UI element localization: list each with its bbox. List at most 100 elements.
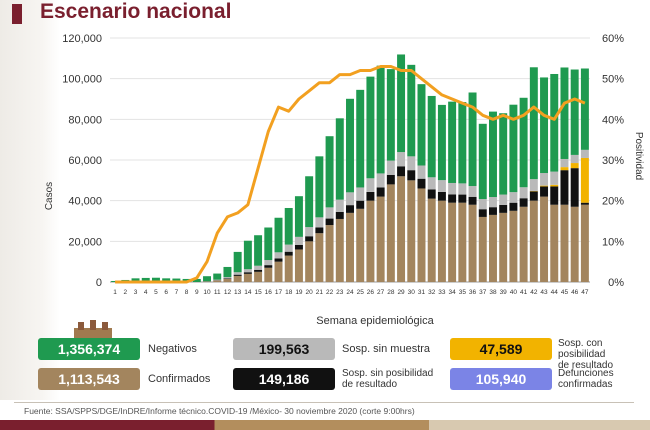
bar-sin_posibilidad — [376, 187, 385, 197]
x-tick-label: 46 — [571, 289, 579, 296]
bar-sin_posibilidad — [499, 204, 508, 213]
legend-defunciones-box: 105,940 — [450, 368, 552, 390]
bar-sin_posibilidad — [223, 278, 232, 279]
x-tick-label: 6 — [164, 289, 168, 296]
legend-sin-muestra-value: 199,563 — [258, 341, 310, 357]
x-tick-label: 13 — [234, 289, 242, 296]
x-tick-label: 45 — [561, 289, 569, 296]
y2-axis-label: Positividad — [633, 132, 644, 180]
bar-sin_muestra — [468, 186, 477, 197]
y-tick-label: 0 — [96, 277, 102, 289]
bar-sin_muestra — [386, 160, 395, 175]
page-title: Escenario nacional — [40, 0, 232, 23]
bar-sin_posibilidad — [478, 209, 487, 217]
bar-sin_posibilidad — [417, 178, 426, 189]
bar-sin_posibilidad — [366, 191, 375, 201]
x-tick-label: 42 — [530, 289, 538, 296]
bar-sin_posibilidad — [519, 198, 528, 207]
bar-confirmados — [356, 208, 365, 282]
bar-negativos — [346, 98, 354, 193]
bar-sin_posibilidad — [560, 170, 569, 205]
bar-sin_muestra — [437, 180, 446, 192]
x-tick-label: 39 — [500, 289, 508, 296]
x-tick-label: 21 — [316, 289, 324, 296]
bar-negativos — [274, 217, 283, 253]
bar-con_posibilidad — [570, 163, 579, 169]
legend-negativos-label: Negativos — [148, 343, 197, 355]
y-axis-left: 0 20,000 40,000 60,000 80,000 100,000 120,000 — [62, 33, 102, 289]
bar-negativos — [529, 67, 538, 180]
bar-sin_muestra — [407, 156, 416, 171]
bar-sin_posibilidad — [315, 227, 324, 234]
legend-con-posibilidad-label: Sosp. con posibilidad de resultado — [558, 338, 638, 371]
bar-negativos — [478, 123, 487, 200]
bar-confirmados — [529, 200, 538, 282]
bar-sin_muestra — [560, 158, 569, 168]
cases-chart: 020,00040,00060,00080,000100,000120,000 … — [44, 33, 644, 327]
bar-negativos — [284, 207, 293, 245]
bar-negativos — [458, 102, 467, 184]
y2-tick-label: 60% — [602, 33, 624, 45]
bar-confirmados — [284, 255, 293, 282]
positivity-line — [115, 65, 586, 284]
bar-sin_muestra — [376, 173, 385, 188]
y-tick-label: 20,000 — [68, 236, 102, 248]
bar-sin_muestra — [325, 207, 334, 219]
legend-defunciones-value: 105,940 — [475, 371, 527, 387]
x-tick-label: 38 — [489, 289, 497, 296]
x-axis-label: Semana epidemiológica — [316, 315, 434, 327]
bar-sin_muestra — [346, 192, 354, 206]
bar-confirmados — [274, 261, 283, 282]
bar-confirmados — [427, 198, 436, 282]
bar-confirmados — [509, 210, 518, 282]
bar-negativos — [305, 176, 314, 228]
chart-bars — [111, 54, 589, 282]
bar-sin_muestra — [366, 178, 375, 192]
x-tick-label: 30 — [408, 289, 416, 296]
bar-confirmados — [550, 204, 559, 282]
bar-sin_posibilidad — [254, 269, 263, 272]
bar-sin_muestra — [213, 279, 222, 281]
x-tick-label: 20 — [306, 289, 314, 296]
x-tick-label: 29 — [397, 289, 405, 296]
legend-defunciones-line2: confirmadas — [558, 379, 613, 390]
legend-sin-posibilidad-line1: Sosp. sin posibilidad — [342, 368, 434, 379]
bar-negativos — [315, 156, 324, 218]
y-tick-label: 80,000 — [68, 114, 102, 126]
bar-con_posibilidad — [550, 184, 559, 187]
legend-defunciones-line1: Defunciones — [558, 368, 614, 379]
bar-negativos — [550, 73, 559, 172]
bar-sin_posibilidad — [233, 274, 242, 276]
bar-sin_posibilidad — [580, 202, 589, 205]
bar-sin_muestra — [499, 194, 508, 205]
bar-sin_posibilidad — [274, 258, 283, 262]
x-tick-label: 34 — [449, 289, 457, 296]
bar-confirmados — [254, 271, 263, 282]
bar-negativos — [397, 54, 406, 153]
bar-confirmados — [468, 204, 477, 282]
bar-sin_posibilidad — [264, 265, 273, 268]
x-tick-label: 9 — [195, 289, 199, 296]
bar-sin_posibilidad — [284, 251, 293, 256]
bar-confirmados — [437, 200, 446, 282]
legend: 1,356,374 Negativos 199,563 Sosp. sin mu… — [38, 338, 638, 394]
bar-sin_posibilidad — [468, 196, 477, 205]
legend-sin-muestra-box: 199,563 — [233, 338, 335, 360]
bar-sin_muestra — [397, 152, 406, 167]
y-tick-label: 120,000 — [62, 33, 102, 45]
bar-confirmados — [458, 202, 467, 282]
bar-sin_posibilidad — [305, 236, 314, 242]
bar-sin_posibilidad — [386, 174, 395, 185]
bar-sin_posibilidad — [550, 186, 559, 205]
bar-negativos — [151, 277, 160, 282]
bar-negativos — [437, 104, 446, 181]
bar-sin_posibilidad — [243, 272, 252, 274]
x-tick-label: 12 — [224, 289, 232, 296]
x-tick-label: 22 — [326, 289, 334, 296]
bar-negativos — [192, 278, 201, 282]
bar-negativos — [233, 251, 242, 273]
x-tick-label: 16 — [265, 289, 273, 296]
bar-sin_muestra — [254, 265, 263, 270]
x-tick-label: 10 — [203, 289, 211, 296]
bar-negativos — [213, 273, 222, 280]
